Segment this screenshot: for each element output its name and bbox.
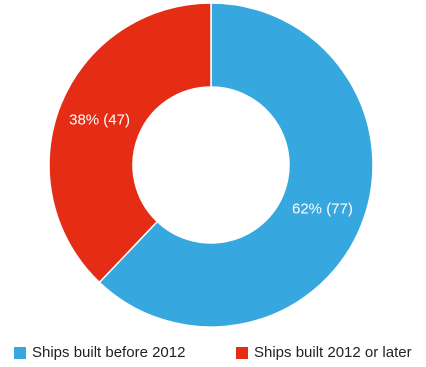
- slice-label-1: 38% (47): [69, 111, 130, 128]
- legend-label-before-2012: Ships built before 2012: [32, 344, 186, 361]
- legend-item-before-2012: Ships built before 2012: [14, 344, 185, 361]
- legend-swatch-before-2012: [14, 346, 26, 359]
- slice-label-0: 62% (77): [292, 200, 353, 217]
- donut-chart: 62% (77) 38% (47): [48, 2, 374, 328]
- donut-slice-1: [48, 2, 212, 284]
- legend-item-2012-or-later: Ships built 2012 or later: [236, 344, 412, 361]
- legend-label-2012-or-later: Ships built 2012 or later: [254, 344, 412, 361]
- legend-swatch-2012-or-later: [236, 346, 248, 359]
- legend: Ships built before 2012 Ships built 2012…: [0, 344, 426, 364]
- donut-slice-0: [98, 2, 374, 328]
